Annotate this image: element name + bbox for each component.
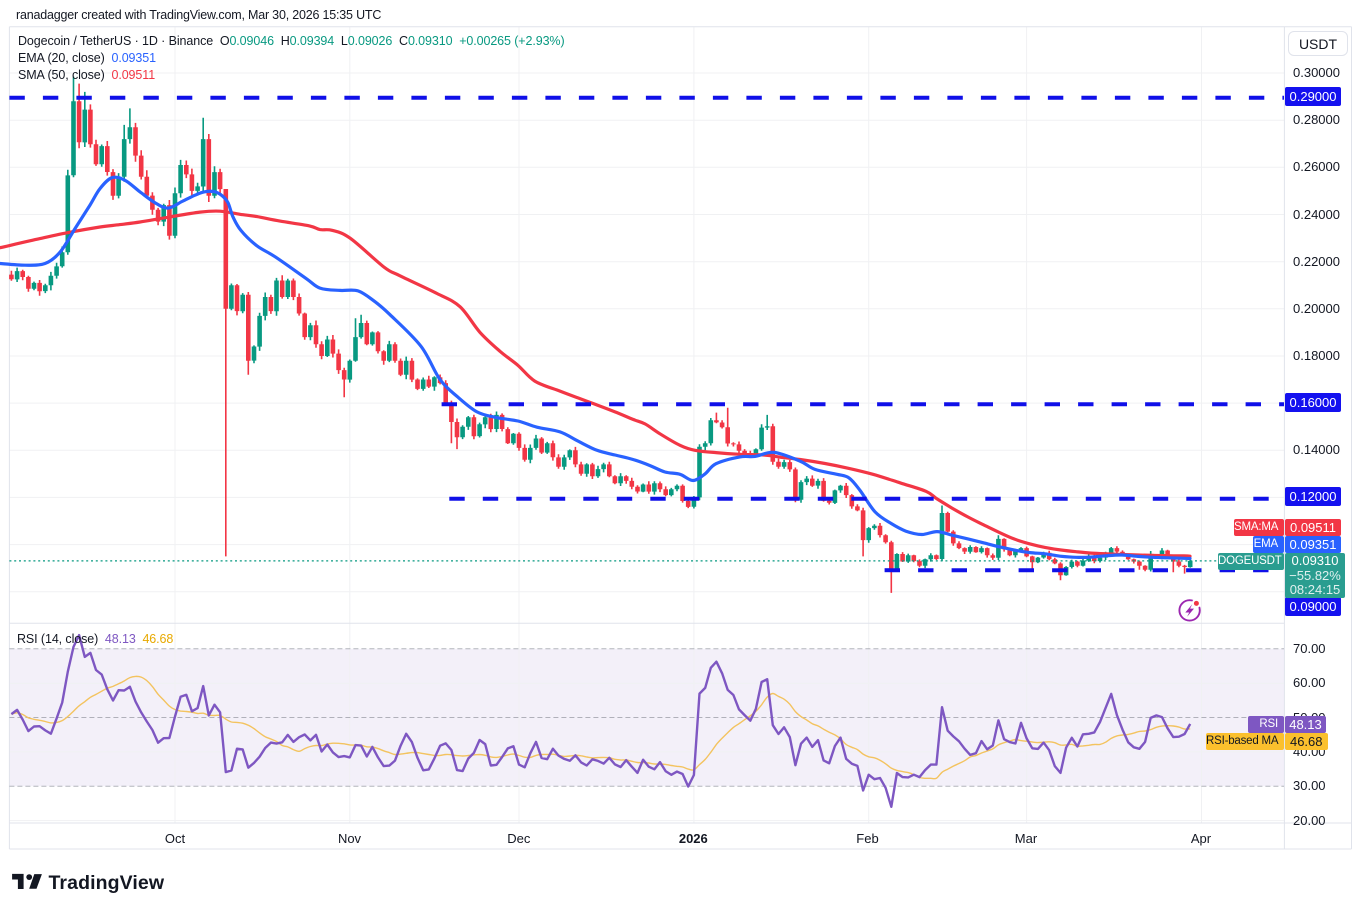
svg-text:TradingView: TradingView bbox=[49, 872, 165, 894]
